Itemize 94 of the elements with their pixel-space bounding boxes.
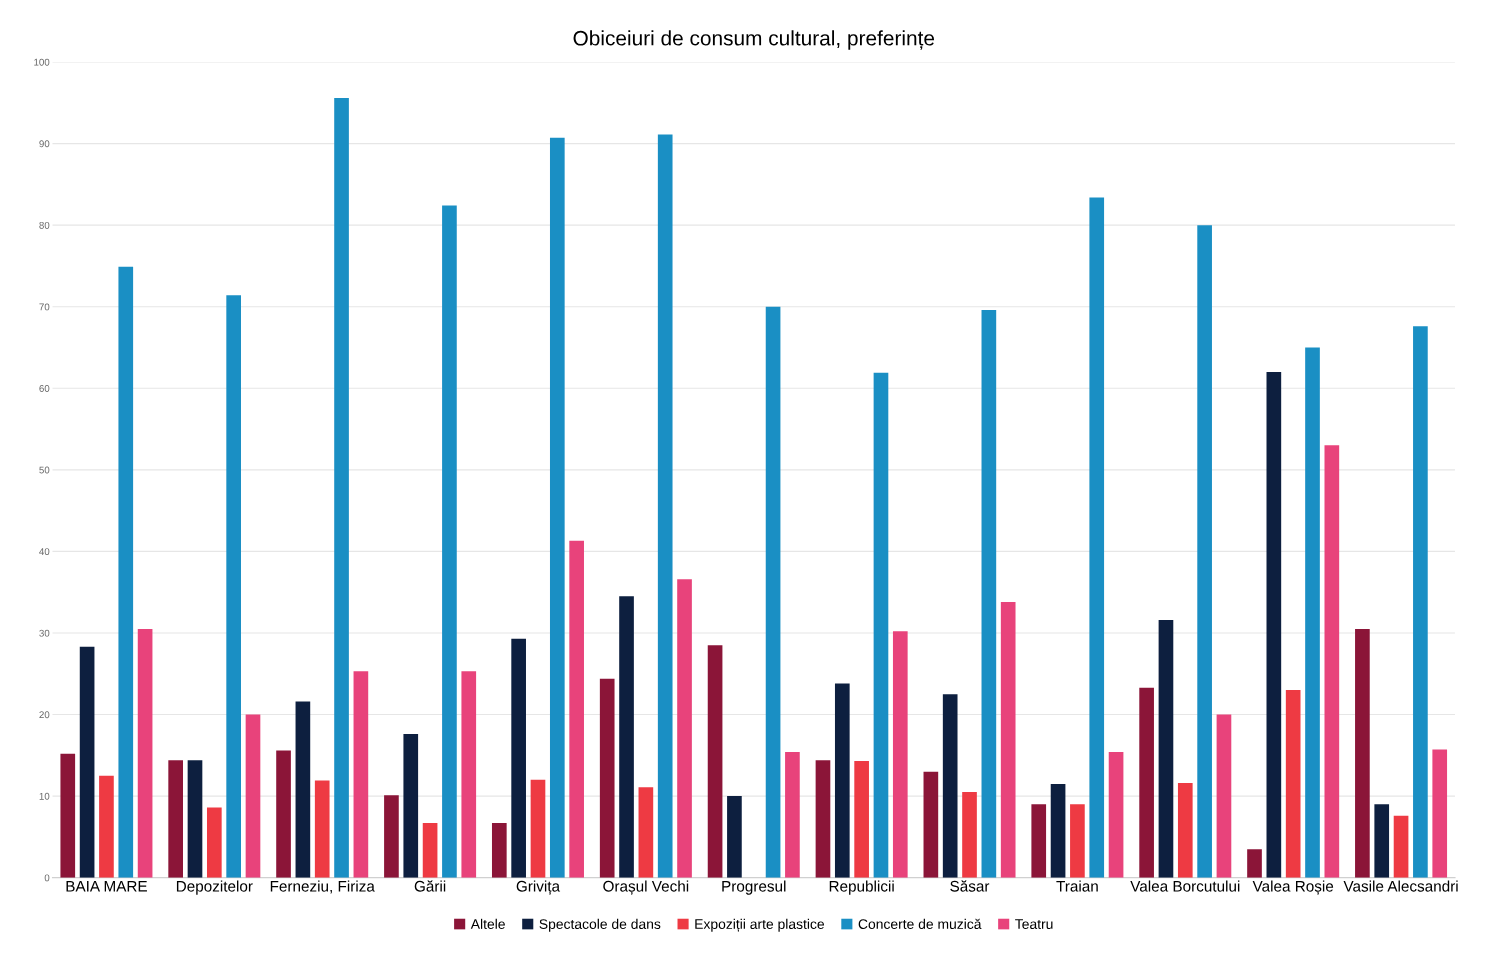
x-tick-label: Valea Roșie bbox=[1252, 880, 1334, 895]
legend-label: Altele bbox=[470, 918, 505, 929]
bar bbox=[1216, 714, 1232, 878]
bar bbox=[1324, 445, 1340, 878]
bar bbox=[60, 753, 76, 878]
bar bbox=[384, 795, 399, 878]
x-tick-label: Gării bbox=[414, 880, 446, 892]
x-tick-label: Grivița bbox=[516, 880, 561, 895]
bar bbox=[765, 306, 781, 878]
y-tick-label: 50 bbox=[39, 466, 50, 474]
bar bbox=[707, 645, 723, 878]
bar bbox=[511, 638, 526, 878]
bar bbox=[295, 701, 311, 878]
bar bbox=[619, 596, 634, 878]
x-tick-label: BAIA MARE bbox=[66, 881, 147, 892]
y-tick-label: 90 bbox=[39, 140, 50, 148]
y-tick-label: 20 bbox=[39, 711, 50, 719]
bar bbox=[334, 97, 349, 878]
bar bbox=[1197, 225, 1212, 878]
bar bbox=[1177, 783, 1193, 878]
bar bbox=[137, 628, 153, 878]
bar bbox=[1050, 783, 1066, 878]
bar bbox=[815, 760, 831, 878]
bar bbox=[1158, 619, 1174, 878]
bar bbox=[854, 761, 869, 878]
x-tick-label: Orașul Vechi bbox=[603, 880, 689, 895]
bar bbox=[549, 137, 565, 878]
x-tick-label: Ferneziu, Firiza bbox=[270, 880, 375, 894]
bar bbox=[1031, 804, 1047, 878]
y-tick-label: 100 bbox=[34, 58, 50, 66]
bar bbox=[599, 678, 615, 878]
bar bbox=[1432, 749, 1448, 878]
x-tick-label: Valea Borcutului bbox=[1130, 880, 1240, 892]
bar bbox=[962, 792, 977, 878]
bar bbox=[461, 671, 477, 878]
bar bbox=[1108, 752, 1124, 878]
bar bbox=[727, 796, 742, 878]
bar bbox=[1089, 197, 1105, 878]
y-tick-label: 70 bbox=[39, 303, 50, 311]
bar bbox=[314, 780, 330, 878]
y-tick-label: 40 bbox=[39, 548, 50, 556]
bar bbox=[981, 309, 997, 878]
bar bbox=[1355, 628, 1370, 878]
y-tick-label: 60 bbox=[39, 385, 50, 392]
bar bbox=[1000, 601, 1016, 878]
bar bbox=[892, 631, 908, 878]
bar bbox=[1285, 690, 1301, 878]
bar bbox=[785, 752, 800, 878]
bar bbox=[1139, 687, 1154, 878]
x-tick-label: Republicii bbox=[829, 880, 894, 895]
legend-label: Concerte de muzică bbox=[858, 918, 982, 929]
y-tick-label: 30 bbox=[39, 629, 50, 637]
legend-label: Expoziții arte plastice bbox=[695, 918, 825, 932]
legend-label: Teatru bbox=[1015, 919, 1053, 929]
bar bbox=[873, 372, 889, 878]
x-tick-label: Traian bbox=[1056, 880, 1098, 892]
bar bbox=[1070, 804, 1085, 878]
bar bbox=[99, 775, 114, 878]
x-tick-label: Săsar bbox=[950, 880, 990, 892]
bar bbox=[1393, 815, 1409, 878]
bar bbox=[1374, 804, 1390, 878]
y-tick-label: 10 bbox=[39, 792, 50, 800]
y-tick-label: 0 bbox=[44, 874, 50, 882]
bar bbox=[923, 771, 939, 878]
bar bbox=[1266, 371, 1282, 878]
bar bbox=[276, 750, 291, 878]
bar bbox=[638, 787, 654, 878]
bar bbox=[187, 760, 203, 878]
bar bbox=[1305, 347, 1320, 878]
bar bbox=[403, 734, 419, 878]
bar bbox=[79, 646, 95, 878]
bar bbox=[834, 683, 850, 878]
x-tick-label: Vasile Alecsandri bbox=[1343, 880, 1458, 892]
bar bbox=[206, 807, 222, 878]
bar bbox=[226, 295, 241, 878]
bar bbox=[1413, 326, 1428, 878]
bar bbox=[569, 540, 584, 878]
x-tick-label: Progresul bbox=[722, 880, 786, 895]
bar bbox=[657, 134, 673, 878]
bar bbox=[353, 671, 369, 878]
bar bbox=[442, 205, 457, 878]
bar bbox=[118, 266, 134, 878]
chart-title: Obiceiuri de consum cultural, preferințe bbox=[573, 30, 935, 50]
bar bbox=[1247, 849, 1262, 878]
bar bbox=[491, 823, 507, 878]
x-tick-label: Depozitelor bbox=[176, 880, 253, 895]
bar bbox=[942, 694, 958, 878]
bar bbox=[168, 760, 183, 878]
y-tick-label: 80 bbox=[39, 221, 50, 229]
bar bbox=[245, 714, 261, 878]
bar bbox=[677, 579, 692, 878]
bar bbox=[422, 823, 438, 878]
bar bbox=[530, 779, 546, 878]
legend-label: Spectacole de dans bbox=[539, 918, 661, 932]
